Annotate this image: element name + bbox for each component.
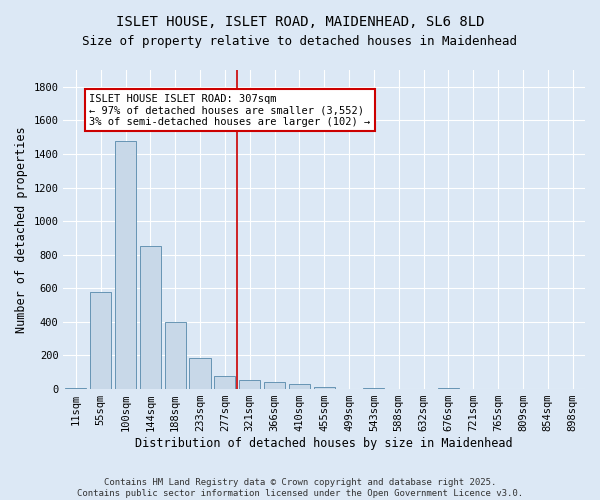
X-axis label: Distribution of detached houses by size in Maidenhead: Distribution of detached houses by size … <box>136 437 513 450</box>
Bar <box>90 292 111 389</box>
Bar <box>65 388 86 389</box>
Text: Size of property relative to detached houses in Maidenhead: Size of property relative to detached ho… <box>83 35 517 48</box>
Bar <box>164 322 186 389</box>
Bar <box>364 388 385 389</box>
Text: ISLET HOUSE, ISLET ROAD, MAIDENHEAD, SL6 8LD: ISLET HOUSE, ISLET ROAD, MAIDENHEAD, SL6… <box>116 15 484 29</box>
Y-axis label: Number of detached properties: Number of detached properties <box>15 126 28 333</box>
Bar <box>140 246 161 389</box>
Bar <box>264 382 285 389</box>
Bar <box>190 358 211 389</box>
Bar <box>214 376 235 389</box>
Bar <box>115 140 136 389</box>
Text: Contains HM Land Registry data © Crown copyright and database right 2025.
Contai: Contains HM Land Registry data © Crown c… <box>77 478 523 498</box>
Bar <box>289 384 310 389</box>
Bar <box>239 380 260 389</box>
Text: ISLET HOUSE ISLET ROAD: 307sqm
← 97% of detached houses are smaller (3,552)
3% o: ISLET HOUSE ISLET ROAD: 307sqm ← 97% of … <box>89 94 371 126</box>
Bar <box>438 388 459 389</box>
Bar <box>314 386 335 389</box>
